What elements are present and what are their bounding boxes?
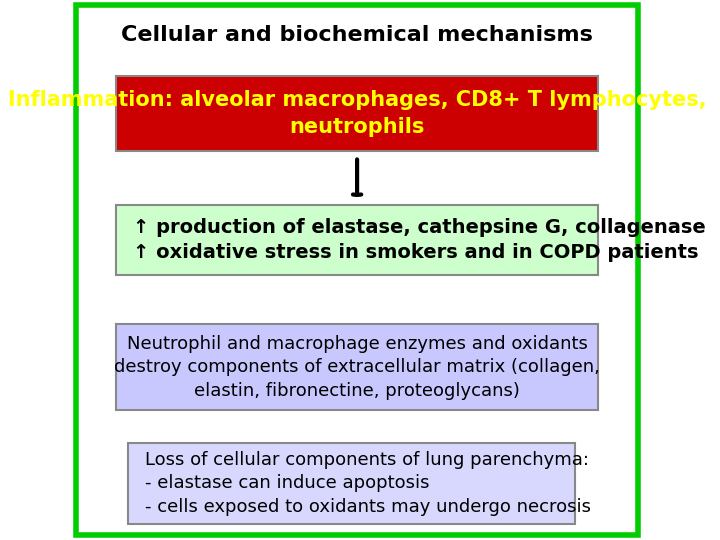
Text: Cellular and biochemical mechanisms: Cellular and biochemical mechanisms — [121, 25, 593, 45]
FancyBboxPatch shape — [127, 443, 575, 524]
Text: Inflammation: alveolar macrophages, CD8+ T lymphocytes,
neutrophils: Inflammation: alveolar macrophages, CD8+… — [8, 90, 706, 137]
FancyBboxPatch shape — [116, 76, 598, 151]
FancyBboxPatch shape — [116, 205, 598, 275]
Text: Neutrophil and macrophage enzymes and oxidants
destroy components of extracellul: Neutrophil and macrophage enzymes and ox… — [114, 335, 600, 400]
Text: Loss of cellular components of lung parenchyma:
- elastase can induce apoptosis
: Loss of cellular components of lung pare… — [145, 451, 591, 516]
Text: ↑ production of elastase, cathepsine G, collagenase
↑ oxidative stress in smoker: ↑ production of elastase, cathepsine G, … — [133, 218, 706, 262]
FancyBboxPatch shape — [116, 324, 598, 410]
